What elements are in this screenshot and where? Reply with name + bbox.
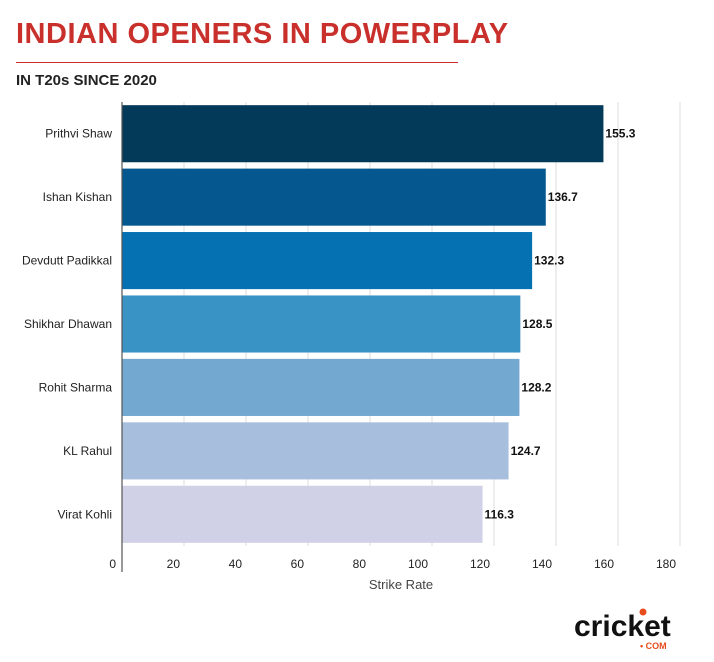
x-axis-label: Strike Rate bbox=[369, 577, 433, 592]
title-divider bbox=[16, 62, 458, 63]
bar-2 bbox=[122, 232, 533, 290]
category-label: Virat Kohli bbox=[58, 507, 112, 521]
category-label: KL Rahul bbox=[63, 444, 112, 458]
cricket-com-logo: cricket • COM bbox=[574, 608, 671, 651]
category-label: Ishan Kishan bbox=[43, 190, 112, 204]
bar-3 bbox=[122, 295, 521, 353]
category-label: Prithvi Shaw bbox=[45, 127, 112, 141]
value-label: 128.2 bbox=[521, 380, 551, 394]
chart-subtitle: IN T20s SINCE 2020 bbox=[16, 72, 157, 89]
x-tick-label: 40 bbox=[229, 557, 243, 571]
bar-5 bbox=[122, 422, 509, 480]
chart-title: INDIAN OPENERS IN POWERPLAY bbox=[16, 18, 509, 50]
x-tick-label: 140 bbox=[532, 557, 552, 571]
category-label: Shikhar Dhawan bbox=[24, 317, 112, 331]
category-label: Rohit Sharma bbox=[39, 380, 113, 394]
x-tick-label: 160 bbox=[594, 557, 614, 571]
logo-wordmark: cricket bbox=[574, 610, 671, 643]
x-tick-label: 100 bbox=[408, 557, 428, 571]
value-label: 128.5 bbox=[522, 317, 552, 331]
x-tick-label: 80 bbox=[353, 557, 367, 571]
bar-6 bbox=[122, 485, 483, 543]
value-label: 136.7 bbox=[548, 190, 578, 204]
logo-ball-icon bbox=[639, 608, 647, 616]
bar-0 bbox=[122, 105, 604, 163]
value-label: 132.3 bbox=[534, 254, 564, 268]
x-tick-label: 120 bbox=[470, 557, 490, 571]
value-label: 116.3 bbox=[485, 507, 515, 521]
bar-1 bbox=[122, 168, 546, 226]
bar-4 bbox=[122, 358, 520, 416]
x-tick-label: 0 bbox=[109, 557, 116, 571]
category-label: Devdutt Padikkal bbox=[22, 254, 112, 268]
logo-suffix: • COM bbox=[640, 641, 667, 651]
value-label: 124.7 bbox=[511, 444, 541, 458]
x-tick-label: 60 bbox=[291, 557, 305, 571]
x-tick-label: 20 bbox=[167, 557, 181, 571]
value-label: 155.3 bbox=[605, 127, 635, 141]
x-tick-label: 180 bbox=[656, 557, 676, 571]
